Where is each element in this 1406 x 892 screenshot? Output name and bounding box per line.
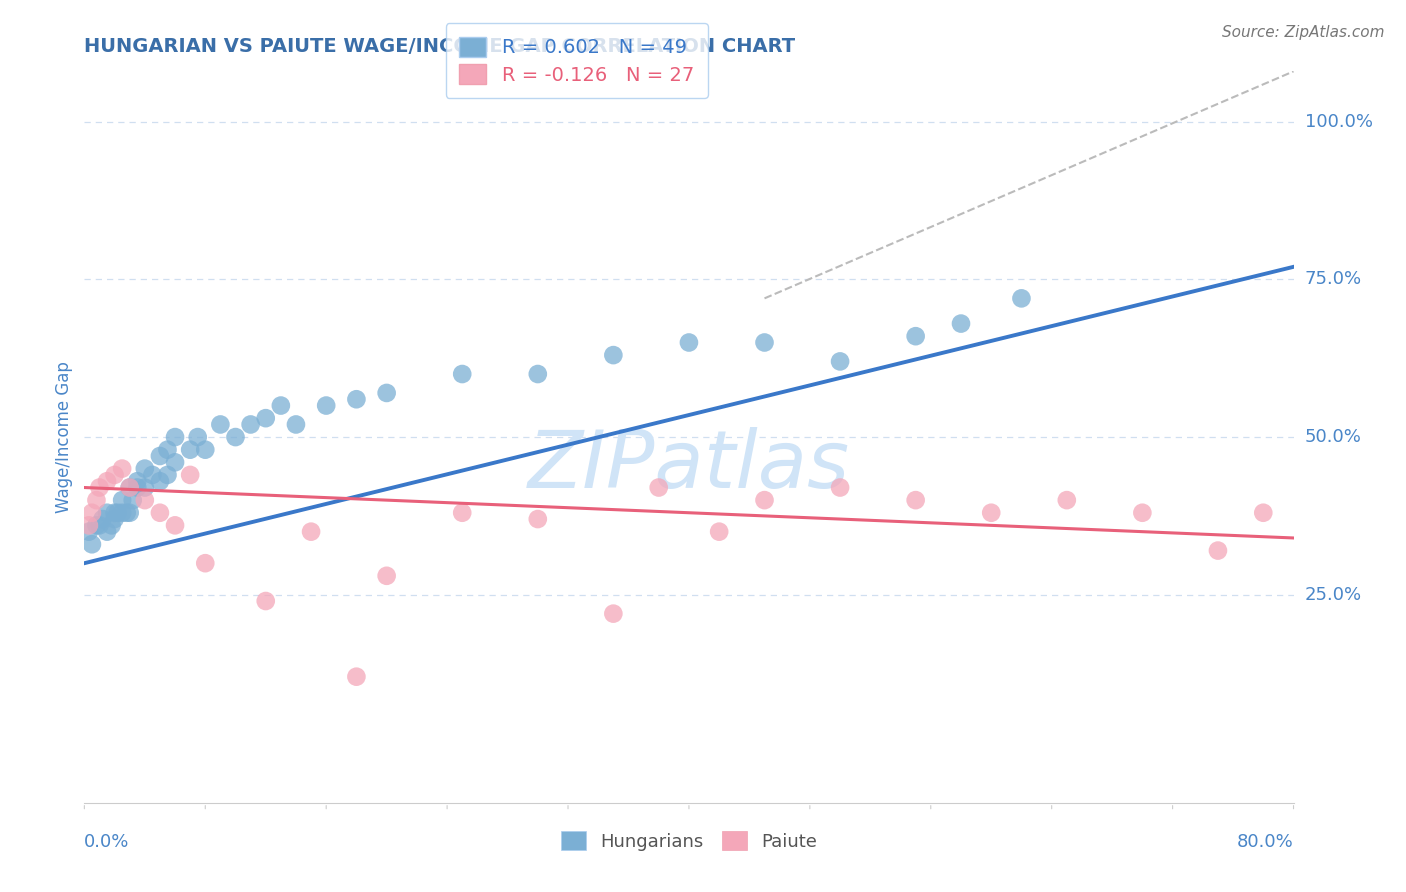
Point bbox=[118, 506, 141, 520]
Point bbox=[315, 399, 337, 413]
Point bbox=[754, 493, 776, 508]
Point bbox=[111, 493, 134, 508]
Point bbox=[86, 493, 108, 508]
Point bbox=[104, 467, 127, 482]
Text: 80.0%: 80.0% bbox=[1237, 833, 1294, 851]
Point bbox=[115, 506, 138, 520]
Text: 50.0%: 50.0% bbox=[1305, 428, 1361, 446]
Point bbox=[451, 506, 474, 520]
Point bbox=[254, 594, 277, 608]
Point bbox=[80, 537, 103, 551]
Point bbox=[1206, 543, 1229, 558]
Point bbox=[527, 512, 550, 526]
Text: 100.0%: 100.0% bbox=[1305, 112, 1372, 131]
Point bbox=[1011, 291, 1033, 305]
Point bbox=[830, 481, 852, 495]
Point bbox=[104, 512, 127, 526]
Point bbox=[187, 430, 209, 444]
Point bbox=[375, 569, 398, 583]
Point bbox=[127, 474, 149, 488]
Point bbox=[1253, 506, 1275, 520]
Point bbox=[225, 430, 247, 444]
Y-axis label: Wage/Income Gap: Wage/Income Gap bbox=[55, 361, 73, 513]
Text: 75.0%: 75.0% bbox=[1305, 270, 1362, 288]
Point bbox=[121, 493, 143, 508]
Point bbox=[754, 335, 776, 350]
Point bbox=[165, 455, 187, 469]
Point bbox=[77, 524, 100, 539]
Point bbox=[89, 481, 111, 495]
Point bbox=[107, 506, 129, 520]
Point bbox=[141, 467, 163, 482]
Point bbox=[89, 518, 111, 533]
Point bbox=[194, 442, 217, 457]
Point bbox=[96, 474, 118, 488]
Point bbox=[156, 442, 179, 457]
Point bbox=[111, 506, 134, 520]
Point bbox=[96, 524, 118, 539]
Text: ZIPatlas: ZIPatlas bbox=[527, 427, 851, 506]
Point bbox=[156, 467, 179, 482]
Text: 0.0%: 0.0% bbox=[84, 833, 129, 851]
Point bbox=[950, 317, 973, 331]
Point bbox=[527, 367, 550, 381]
Point bbox=[149, 474, 172, 488]
Text: Source: ZipAtlas.com: Source: ZipAtlas.com bbox=[1222, 25, 1385, 40]
Point bbox=[1132, 506, 1154, 520]
Point bbox=[96, 506, 118, 520]
Text: 25.0%: 25.0% bbox=[1305, 586, 1362, 604]
Point bbox=[980, 506, 1002, 520]
Point bbox=[602, 607, 624, 621]
Point bbox=[134, 481, 156, 495]
Point bbox=[111, 461, 134, 475]
Point bbox=[254, 411, 277, 425]
Point bbox=[149, 506, 172, 520]
Point bbox=[239, 417, 262, 432]
Point bbox=[602, 348, 624, 362]
Point bbox=[299, 524, 322, 539]
Point bbox=[118, 481, 141, 495]
Point bbox=[134, 493, 156, 508]
Point bbox=[209, 417, 232, 432]
Point bbox=[165, 518, 187, 533]
Point bbox=[678, 335, 700, 350]
Point bbox=[375, 386, 398, 401]
Point bbox=[91, 512, 114, 526]
Point bbox=[165, 430, 187, 444]
Point bbox=[904, 493, 927, 508]
Point bbox=[648, 481, 671, 495]
Point bbox=[118, 481, 141, 495]
Point bbox=[346, 670, 368, 684]
Point bbox=[127, 481, 149, 495]
Point bbox=[179, 442, 201, 457]
Point bbox=[134, 461, 156, 475]
Point bbox=[904, 329, 927, 343]
Point bbox=[100, 518, 122, 533]
Point bbox=[104, 506, 127, 520]
Point bbox=[285, 417, 308, 432]
Point bbox=[709, 524, 731, 539]
Point bbox=[830, 354, 852, 368]
Point bbox=[77, 518, 100, 533]
Point bbox=[451, 367, 474, 381]
Point bbox=[270, 399, 292, 413]
Point bbox=[194, 556, 217, 570]
Point bbox=[86, 518, 108, 533]
Point bbox=[80, 506, 103, 520]
Point bbox=[149, 449, 172, 463]
Legend: Hungarians, Paiute: Hungarians, Paiute bbox=[551, 822, 827, 860]
Point bbox=[179, 467, 201, 482]
Point bbox=[346, 392, 368, 407]
Text: HUNGARIAN VS PAIUTE WAGE/INCOME GAP CORRELATION CHART: HUNGARIAN VS PAIUTE WAGE/INCOME GAP CORR… bbox=[84, 37, 796, 56]
Point bbox=[1056, 493, 1078, 508]
